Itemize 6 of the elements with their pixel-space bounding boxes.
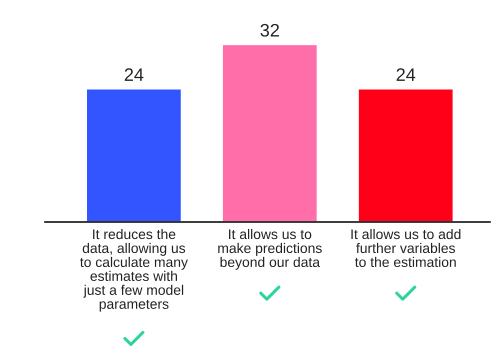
data-label: 24 bbox=[124, 68, 144, 81]
x-tick-label: It allows us to add further variables to the estimation bbox=[351, 228, 460, 268]
data-label: 32 bbox=[260, 24, 279, 37]
x-tick-label: It allows us to make predictions beyond our data bbox=[218, 228, 322, 270]
data-label: 24 bbox=[396, 68, 416, 81]
x-tick-label: It reduces the data, allowing us to calculate many estimates with just a few model parameters bbox=[80, 228, 188, 312]
